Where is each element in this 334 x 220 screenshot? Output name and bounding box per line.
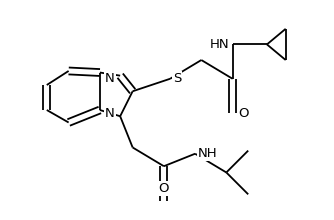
Text: S: S bbox=[173, 72, 181, 85]
Text: N: N bbox=[105, 107, 115, 120]
Text: N: N bbox=[105, 72, 115, 85]
Text: HN: HN bbox=[210, 38, 230, 51]
Text: NH: NH bbox=[198, 147, 217, 160]
Text: O: O bbox=[238, 107, 248, 120]
Text: O: O bbox=[159, 182, 169, 195]
